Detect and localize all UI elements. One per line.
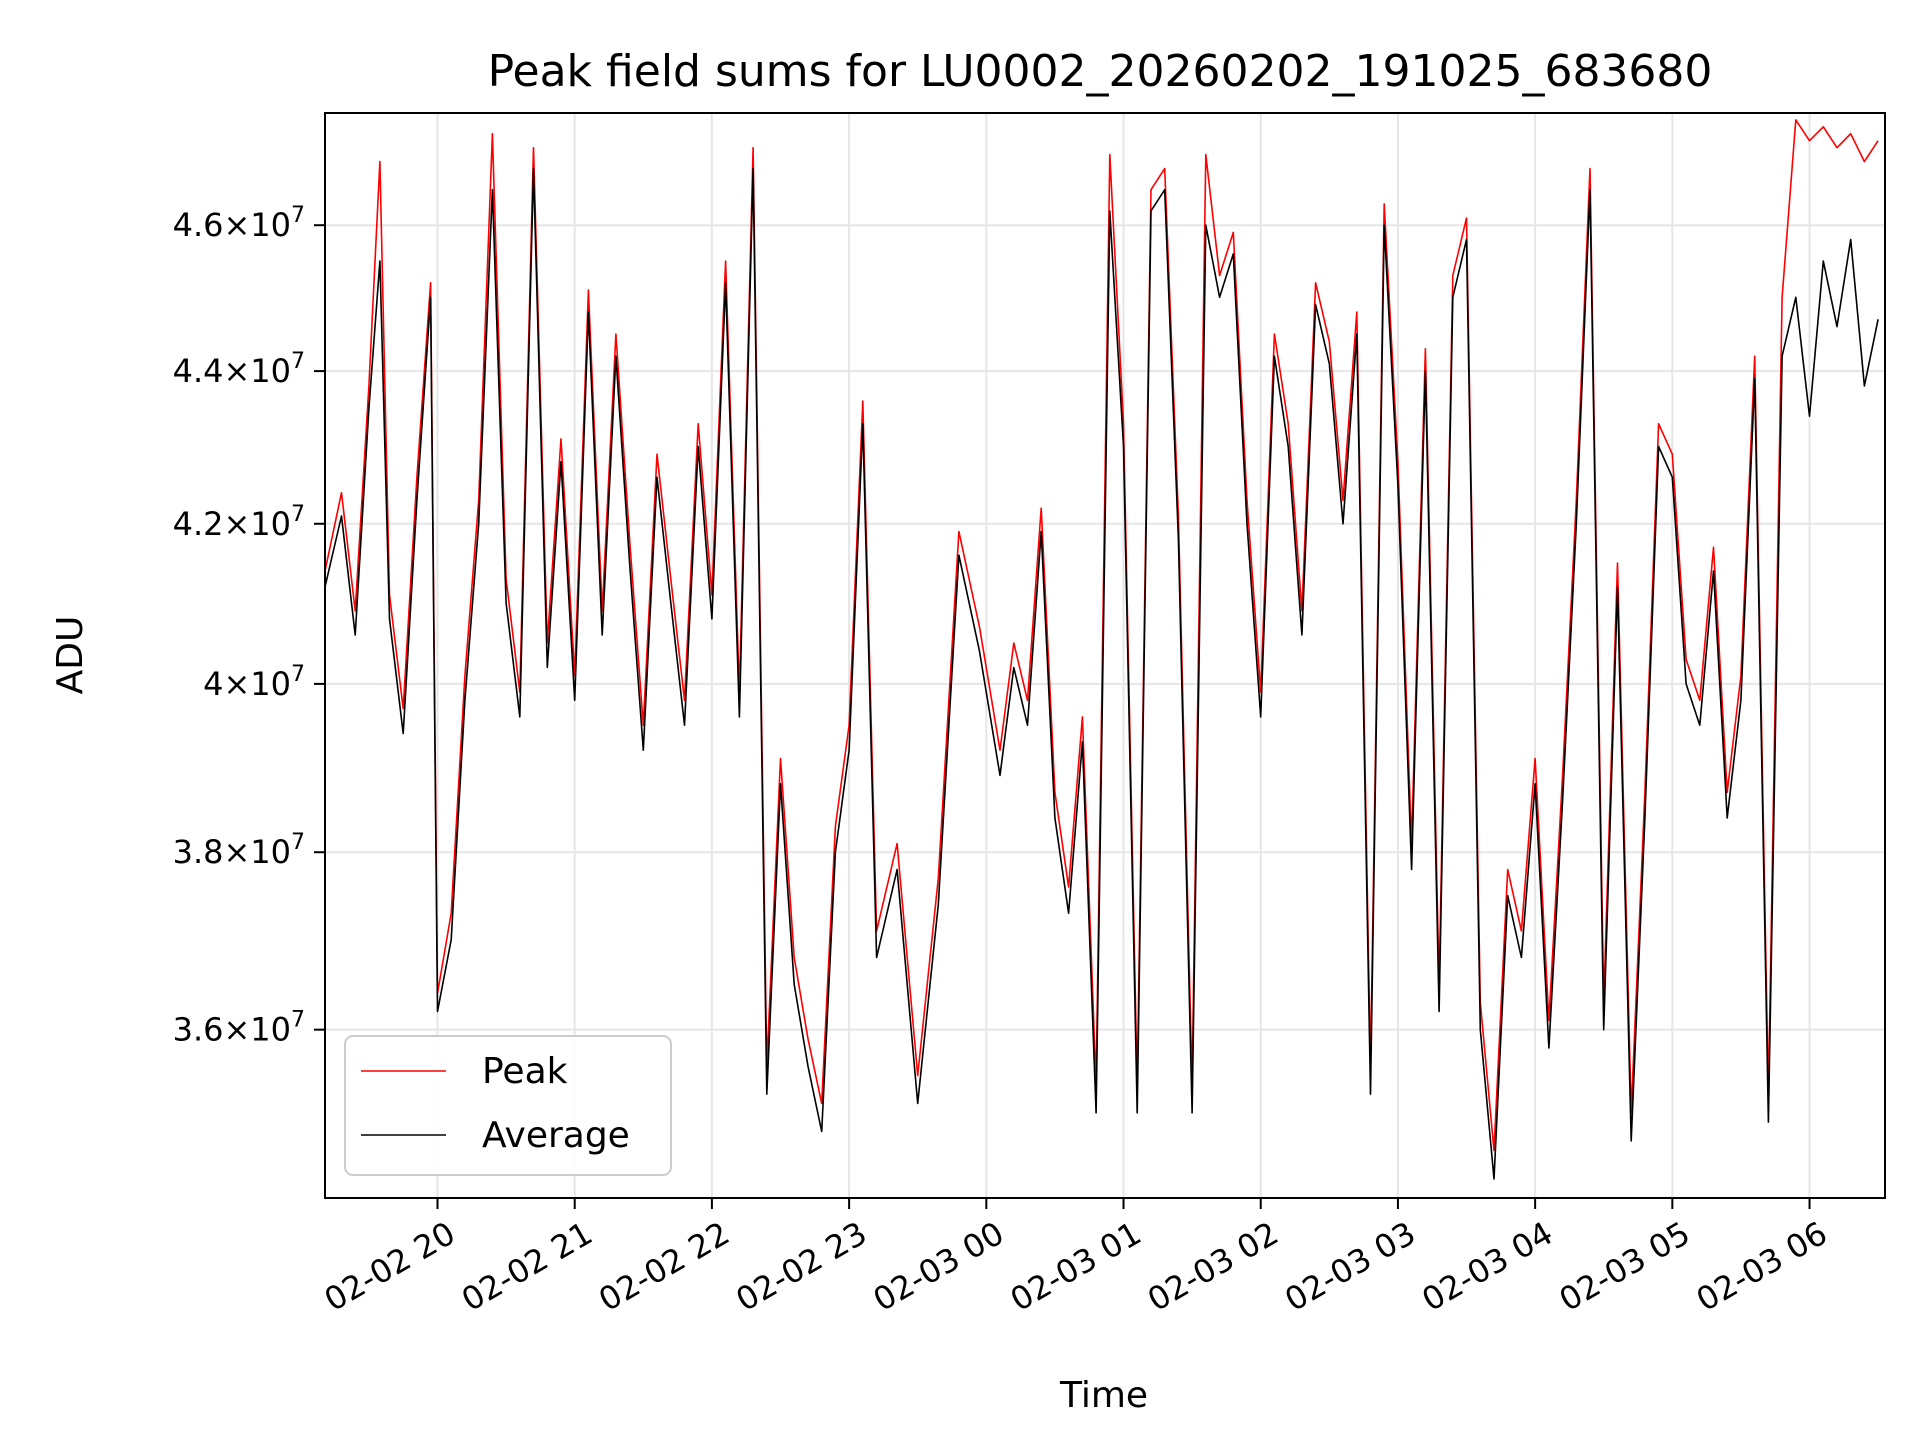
y-tick-exponent: 7 xyxy=(291,502,305,527)
x-axis-label: Time xyxy=(1059,1375,1148,1416)
y-tick-label: 4×107 xyxy=(203,662,305,703)
y-tick-mantissa: 4 xyxy=(203,665,223,703)
y-tick-times: ×10 xyxy=(223,665,291,703)
y-tick-times: ×10 xyxy=(223,206,291,244)
series-layer xyxy=(324,119,1879,1180)
legend: Peak Average xyxy=(344,1035,672,1176)
chart-title: Peak field sums for LU0002_20260202_1910… xyxy=(488,46,1713,97)
y-tick-exponent: 7 xyxy=(291,830,305,855)
y-tick-times: ×10 xyxy=(223,505,291,543)
y-tick-mantissa: 4.2 xyxy=(173,505,224,543)
average-series-line xyxy=(324,167,1879,1180)
y-tick-label: 3.8×107 xyxy=(173,830,305,871)
y-tick-mantissa: 3.8 xyxy=(173,833,224,871)
y-tick-label: 4.6×107 xyxy=(173,203,305,244)
y-tick-times: ×10 xyxy=(223,1011,291,1049)
y-tick-exponent: 7 xyxy=(291,662,305,687)
y-tick-exponent: 7 xyxy=(291,1008,305,1033)
y-tick-mantissa: 4.6 xyxy=(173,206,224,244)
y-tick-exponent: 7 xyxy=(291,203,305,228)
y-tick-label: 4.2×107 xyxy=(173,502,305,543)
y-tick-label: 4.4×107 xyxy=(173,349,305,390)
y-axis-label: ADU xyxy=(50,616,91,695)
y-tick-mantissa: 3.6 xyxy=(173,1011,224,1049)
y-tick-times: ×10 xyxy=(223,352,291,390)
legend-peak-label: Peak xyxy=(482,1051,568,1092)
y-tick-times: ×10 xyxy=(223,833,291,871)
y-tick-label: 3.6×107 xyxy=(173,1008,305,1049)
plot-frame xyxy=(324,112,1886,1199)
legend-average-label: Average xyxy=(482,1115,630,1156)
y-tick-mantissa: 4.4 xyxy=(173,352,224,390)
y-tick-exponent: 7 xyxy=(291,349,305,374)
